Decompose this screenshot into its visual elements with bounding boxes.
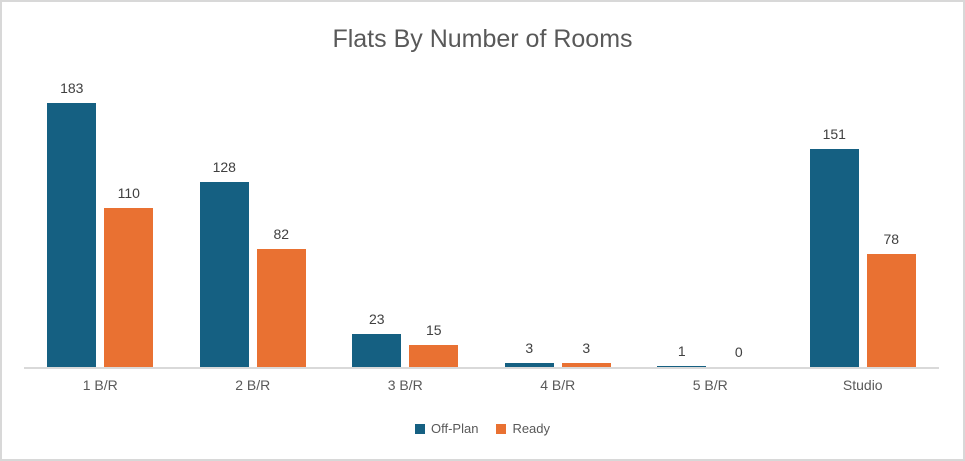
chart-title: Flats By Number of Rooms (332, 25, 633, 53)
bar-ready-2-b-r[interactable] (256, 248, 306, 367)
category-group-3-b-r: 23 15 (329, 78, 482, 367)
data-label: 78 (883, 231, 900, 248)
bar-group: 183 (47, 79, 97, 367)
data-label: 15 (425, 322, 442, 339)
data-label: 0 (734, 344, 743, 360)
x-axis-label-4-b-r: 4 B/R (540, 377, 576, 393)
data-label: 1 (677, 342, 686, 359)
bar-group: 110 (104, 185, 154, 367)
bar-group: 3 (561, 339, 611, 367)
bar-group: 151 (809, 125, 859, 367)
bar-ready-studio[interactable] (866, 254, 916, 367)
bar-group: 82 (256, 225, 306, 367)
bar-group: 1 (657, 342, 707, 367)
data-label: 82 (273, 225, 290, 242)
legend-item-off-plan[interactable]: Off-Plan (414, 421, 479, 436)
data-label: 183 (60, 79, 84, 96)
bar-group: 23 (352, 310, 402, 367)
bar-off-plan-4-b-r[interactable] (504, 362, 554, 367)
x-axis-label-1-b-r: 1 B/R (82, 377, 118, 393)
data-label: 3 (582, 339, 591, 356)
bar-off-plan-2-b-r[interactable] (199, 182, 249, 367)
bar-off-plan-5-b-r[interactable] (657, 365, 707, 367)
x-axis-labels: 1 B/R 2 B/R 3 B/R 4 B/R 5 B/R Studio (24, 377, 939, 393)
data-label: 110 (117, 185, 140, 202)
bar-group: 0 (714, 344, 763, 367)
x-axis-label-3-b-r: 3 B/R (387, 377, 423, 393)
legend-label: Ready (512, 421, 551, 436)
legend-swatch-ready (496, 423, 507, 434)
data-label: 151 (822, 125, 846, 142)
bar-ready-3-b-r[interactable] (409, 345, 459, 367)
category-group-studio: 151 78 (787, 78, 940, 367)
legend: Off-Plan Ready (2, 421, 963, 436)
bar-group: 3 (504, 339, 554, 367)
legend-item-ready[interactable]: Ready (496, 421, 550, 436)
x-axis-label-studio: Studio (842, 377, 883, 393)
data-label: 128 (212, 159, 236, 175)
bar-group: 128 (199, 159, 249, 367)
bar-off-plan-studio[interactable] (809, 148, 859, 367)
bar-ready-1-b-r[interactable] (104, 208, 154, 367)
category-group-2-b-r: 128 82 (177, 78, 330, 367)
plot-area: 183 110 128 82 23 15 3 3 1 0 151 78 (24, 78, 939, 369)
legend-swatch-off-plan (414, 423, 425, 434)
bar-group: 78 (866, 231, 916, 367)
x-axis-label-2-b-r: 2 B/R (235, 377, 271, 393)
data-label: 3 (525, 339, 534, 356)
bar-group: 15 (409, 322, 459, 367)
data-label: 23 (368, 310, 385, 327)
x-axis-label-5-b-r: 5 B/R (692, 377, 728, 393)
bar-off-plan-3-b-r[interactable] (352, 333, 402, 367)
category-group-1-b-r: 183 110 (24, 78, 177, 367)
legend-label: Off-Plan (430, 421, 479, 436)
bar-off-plan-1-b-r[interactable] (47, 102, 97, 367)
bar-ready-4-b-r[interactable] (561, 362, 611, 367)
